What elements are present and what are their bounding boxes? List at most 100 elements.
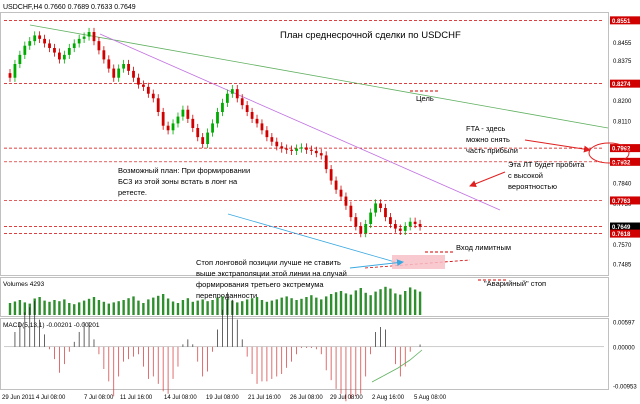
candle-body bbox=[92, 32, 96, 42]
candles bbox=[8, 27, 422, 238]
volume-bar bbox=[97, 300, 101, 315]
candle-body bbox=[201, 137, 205, 144]
level-badge-text: 0.8274 bbox=[612, 82, 631, 88]
candle-body bbox=[329, 169, 333, 181]
candle-body bbox=[285, 148, 289, 150]
candle-body bbox=[389, 217, 392, 224]
volume-bar bbox=[295, 300, 298, 315]
time-tick-label: 26 Jul 08:00 bbox=[290, 395, 323, 401]
candle-body bbox=[132, 70, 135, 78]
candle-body bbox=[364, 224, 368, 234]
candle-body bbox=[300, 147, 303, 149]
volume-bar bbox=[196, 300, 199, 315]
volume-bar bbox=[374, 291, 377, 315]
volume-bar bbox=[305, 297, 308, 315]
volume-bar bbox=[275, 299, 278, 315]
chart-title: План среднесрочной сделки по USDCHF bbox=[280, 30, 461, 41]
candle-body bbox=[255, 118, 259, 124]
candle-body bbox=[166, 125, 170, 131]
candle-body bbox=[413, 221, 417, 224]
candle-body bbox=[28, 41, 32, 46]
level-badge-text: 0.7992 bbox=[612, 147, 631, 153]
candle-body bbox=[250, 112, 254, 119]
stop-arrow bbox=[349, 259, 404, 269]
volume-bar bbox=[315, 297, 318, 315]
candle-body bbox=[161, 112, 165, 126]
candle-body bbox=[67, 48, 71, 55]
candle-body bbox=[418, 224, 422, 227]
price-tick-label: 0.7750 bbox=[613, 202, 632, 208]
target-label: Цель bbox=[416, 94, 434, 103]
volume-bar bbox=[201, 299, 204, 315]
volume-bar bbox=[245, 299, 249, 315]
candle-body bbox=[211, 123, 214, 133]
volume-bars bbox=[8, 286, 422, 315]
candle-body bbox=[117, 68, 121, 78]
volume-bar bbox=[221, 296, 224, 315]
candle-body bbox=[305, 147, 308, 150]
time-tick-label: 2 Aug 16:00 bbox=[372, 395, 405, 401]
limit-entry-label: Вход лимитным bbox=[456, 243, 511, 252]
macd-axis: 0.00597 0.00000 -0.00953 bbox=[613, 321, 637, 391]
candle-body bbox=[280, 146, 284, 149]
candle-body bbox=[290, 149, 294, 151]
candle-body bbox=[77, 38, 81, 44]
emergency-stop-label: "Аварийный" стоп bbox=[484, 279, 546, 288]
volume-bar bbox=[344, 293, 348, 315]
volume-bar bbox=[404, 291, 407, 315]
price-tick-label: 0.8110 bbox=[613, 120, 632, 126]
macd-tick-label: 0.00597 bbox=[613, 321, 635, 327]
volume-bar bbox=[107, 303, 111, 315]
fta-note: FTA - здесь можно снять часть прибыли bbox=[466, 124, 518, 155]
plan-line-2: БС3 из этой зоны встать в лонг на bbox=[118, 177, 238, 186]
candle-body bbox=[13, 64, 17, 78]
macd-histogram bbox=[4, 292, 604, 402]
lt-arrow bbox=[469, 171, 506, 188]
level-badge bbox=[610, 196, 640, 205]
volume-bar bbox=[171, 301, 175, 315]
volume-bar bbox=[63, 299, 66, 315]
stop-note: Стоп лонговой позиции лучше не ставить в… bbox=[196, 258, 347, 300]
volume-bar bbox=[334, 292, 338, 315]
price-tick-label: 0.7840 bbox=[613, 181, 632, 187]
candle-body bbox=[186, 109, 190, 119]
volume-bar bbox=[236, 302, 239, 315]
level-badge bbox=[610, 229, 640, 238]
volume-bar bbox=[122, 300, 125, 315]
volume-bar bbox=[127, 298, 130, 315]
volume-bar bbox=[270, 300, 274, 315]
volume-bar bbox=[394, 293, 397, 315]
candle-body bbox=[141, 84, 145, 87]
candle-body bbox=[82, 36, 86, 39]
candle-body bbox=[43, 38, 46, 44]
time-tick-label: 5 Aug 08:00 bbox=[414, 395, 447, 401]
macd-panel bbox=[0, 318, 609, 390]
volume-bar bbox=[384, 286, 387, 315]
candle-body bbox=[127, 64, 130, 71]
volume-bar bbox=[68, 303, 71, 315]
plan-line-1: Возможный план: При формировании bbox=[118, 166, 250, 175]
fta-line-3: часть прибыли bbox=[466, 146, 518, 155]
fta-line-2: можно снять bbox=[466, 135, 510, 144]
trend-lines bbox=[29, 24, 609, 269]
volume-bar bbox=[265, 301, 269, 315]
candle-body bbox=[176, 116, 180, 124]
volume-bar bbox=[329, 294, 333, 315]
candle-body bbox=[33, 35, 37, 42]
volume-bar bbox=[216, 297, 219, 315]
volume-bar bbox=[181, 300, 185, 315]
volume-bar bbox=[320, 299, 323, 315]
level-badge bbox=[610, 79, 640, 88]
lt-note: Эта ЛТ будет пробита с высокой вероятнос… bbox=[508, 160, 585, 191]
candle-body bbox=[265, 130, 269, 138]
volume-bar bbox=[137, 300, 140, 315]
candle-body bbox=[384, 208, 387, 218]
candle-body bbox=[270, 137, 274, 142]
candle-body bbox=[48, 43, 51, 48]
candle-body bbox=[403, 226, 407, 231]
candle-body bbox=[181, 109, 185, 117]
symbol-info: USDCHF,H4 0.7660 0.7689 0.7633 0.7649 bbox=[3, 4, 136, 11]
candle-body bbox=[62, 54, 66, 60]
level-badge bbox=[610, 222, 640, 231]
